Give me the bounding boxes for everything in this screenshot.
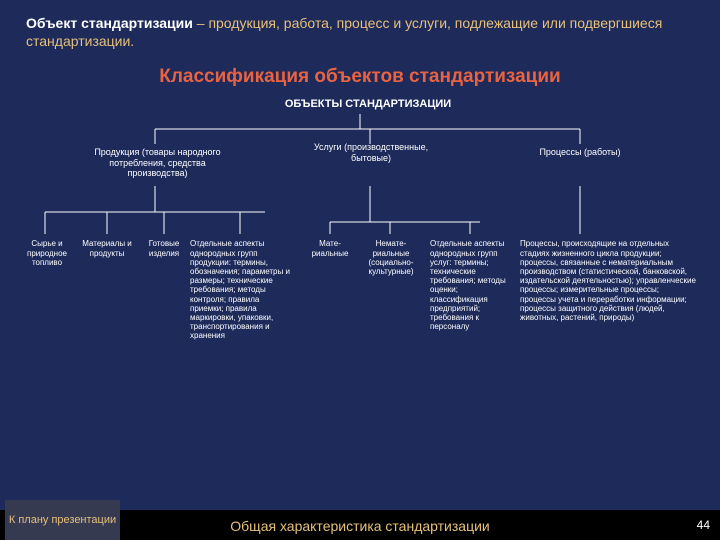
tree-label: Продукция (товары народного потребления,…: [80, 147, 235, 178]
tree-label: Мате- риальные: [305, 239, 355, 257]
tree-label: Сырье и природное топливо: [18, 239, 76, 267]
classification-diagram: ОБЪЕКТЫ СТАНДАРТИЗАЦИИ Продукция (товары …: [0, 94, 720, 464]
tree-label: Материалы и продукты: [78, 239, 136, 257]
intro-paragraph: Объект стандартизации – продукция, работ…: [0, 0, 720, 56]
tree-label: Процессы, происходящие на отдельных стад…: [520, 239, 696, 322]
footer-title: Общая характеристика стандартизации: [0, 518, 720, 534]
tree-label: ОБЪЕКТЫ СТАНДАРТИЗАЦИИ: [278, 98, 458, 111]
tree-label: Отдельные аспекты однородных групп проду…: [190, 239, 290, 340]
tree-label: Отдельные аспекты однородных групп услуг…: [430, 239, 508, 331]
intro-lead: Объект стандартизации: [26, 15, 193, 31]
tree-label: Услуги (производственные, бытовые): [306, 142, 436, 163]
tree-label: Процессы (работы): [520, 147, 640, 157]
slide-heading: Классификация объектов стандартизации: [0, 56, 720, 94]
page-number: 44: [697, 518, 710, 532]
tree-label: Готовые изделия: [140, 239, 188, 257]
tree-label: Немате- риальные (социально-культурные): [360, 239, 422, 276]
